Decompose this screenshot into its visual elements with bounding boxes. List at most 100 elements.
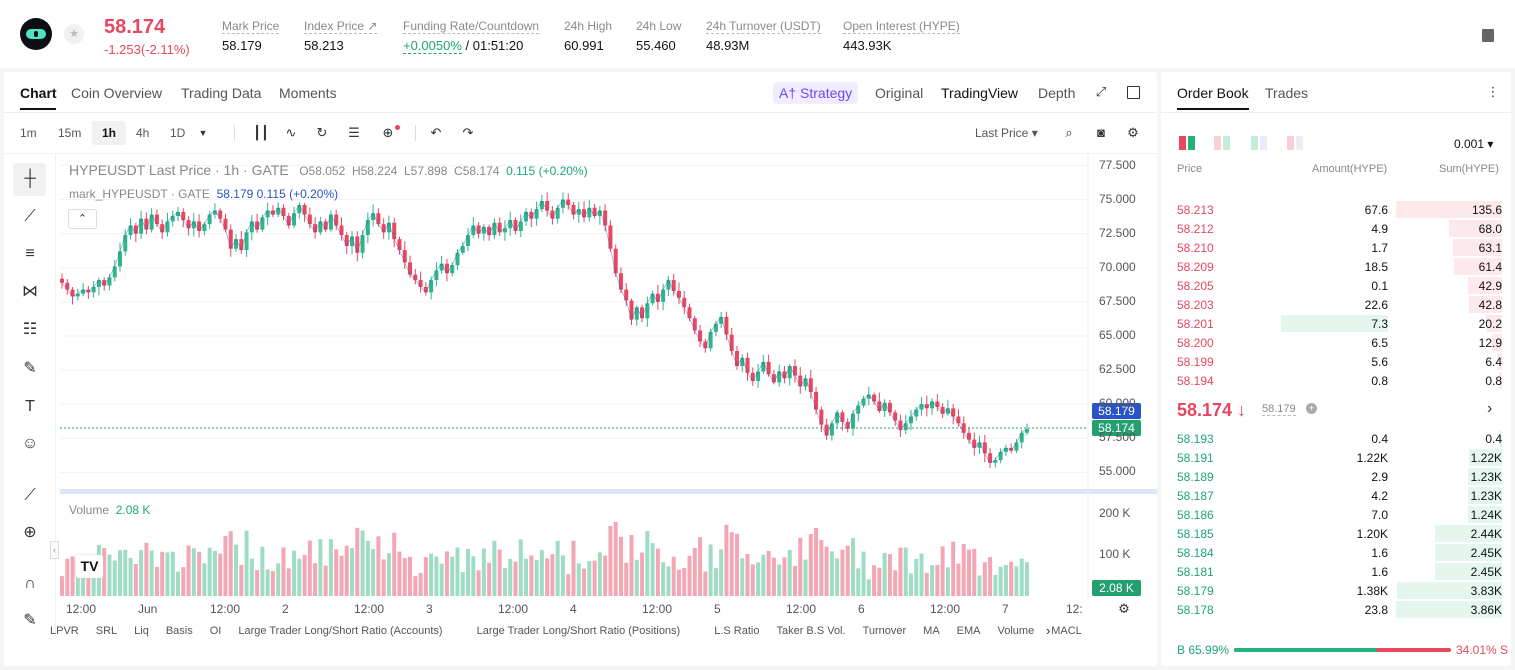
order-book-row[interactable]: 58.201 7.3 20.2 <box>1177 314 1502 333</box>
order-book-row[interactable]: 58.203 22.6 42.8 <box>1177 295 1502 314</box>
emoji-icon[interactable]: ☺ <box>21 435 39 452</box>
more-menu-icon[interactable]: ⋮ <box>1486 84 1500 99</box>
order-book-row[interactable]: 58.210 1.7 63.1 <box>1177 238 1502 257</box>
book-icon[interactable] <box>1482 29 1494 42</box>
order-book-row[interactable]: 58.209 18.5 61.4 <box>1177 257 1502 276</box>
volume-axis-200k: 200 K <box>1099 506 1131 520</box>
magnet-icon[interactable]: ∩ <box>24 575 36 592</box>
price-type-select[interactable]: Last Price ▾ <box>975 126 1038 140</box>
indicator-item[interactable]: Large Trader Long/Short Ratio (Positions… <box>476 625 681 637</box>
tab-trading-data[interactable]: Trading Data <box>181 85 262 101</box>
expand-icon[interactable]: ⤢ <box>1095 84 1107 99</box>
search-icon[interactable]: ⌕ <box>1065 125 1073 140</box>
tab-order-book[interactable]: Order Book <box>1177 85 1249 101</box>
indicator-item[interactable]: EMA <box>956 625 981 637</box>
legend-collapse-button[interactable]: ⌃ <box>68 209 97 229</box>
indicator-item[interactable]: MA <box>923 625 940 637</box>
tab-coin-overview[interactable]: Coin Overview <box>71 85 163 101</box>
scroll-right-icon[interactable]: › <box>1046 623 1051 638</box>
indicator-item[interactable]: L.S Ratio <box>714 625 760 637</box>
fullscreen-icon[interactable] <box>1127 86 1140 99</box>
crosshair-icon[interactable]: ┼ <box>24 170 36 187</box>
horizontal-lines-icon[interactable]: ≡ <box>25 245 35 262</box>
order-book-row[interactable]: 58.189 2.9 1.23K <box>1177 467 1502 486</box>
order-book-row[interactable]: 58.178 23.8 3.86K <box>1177 600 1502 619</box>
tab-trades[interactable]: Trades <box>1265 85 1309 101</box>
order-book-row[interactable]: 58.199 5.6 6.4 <box>1177 352 1502 371</box>
indicators-icon[interactable]: ∿ <box>285 125 297 140</box>
camera-icon[interactable]: ◙ <box>1097 125 1105 140</box>
settings-gear-icon[interactable]: ⚙ <box>1127 125 1139 140</box>
template-icon[interactable]: ☰ <box>348 125 360 140</box>
book-mixed-icon[interactable] <box>1214 136 1230 150</box>
funding-rate[interactable]: +0.0050% <box>403 38 462 54</box>
order-book-row[interactable]: 58.205 0.1 42.9 <box>1177 276 1502 295</box>
index-price-label[interactable]: Index Price ↗ <box>304 19 378 34</box>
redo-icon[interactable]: ↷ <box>462 125 474 140</box>
chart-settings-icon[interactable]: ⚙ <box>1118 601 1130 616</box>
timeframe-1d[interactable]: 1D <box>170 126 186 140</box>
text-icon[interactable]: T <box>25 398 35 415</box>
order-book-row[interactable]: 58.181 1.6 2.45K <box>1177 562 1502 581</box>
collapse-toolbar-icon[interactable]: ‹ <box>50 541 59 559</box>
order-book-row[interactable]: 58.184 1.6 2.45K <box>1177 543 1502 562</box>
order-book-row[interactable]: 58.191 1.22K 1.22K <box>1177 448 1502 467</box>
order-book-row[interactable]: 58.193 0.4 0.4 <box>1177 429 1502 448</box>
timeframe-dropdown-icon[interactable]: ▼ <box>198 128 208 138</box>
order-book-row[interactable]: 58.212 4.9 68.0 <box>1177 219 1502 238</box>
indicator-item[interactable]: SRL <box>95 625 118 637</box>
mark-price-label[interactable]: Mark Price <box>222 19 280 34</box>
funding-rate-label[interactable]: Funding Rate/Countdown <box>403 19 540 34</box>
indicator-item[interactable]: OI <box>209 625 222 637</box>
mark-info-icon[interactable]: + <box>1306 403 1317 414</box>
timeframe-4h[interactable]: 4h <box>136 126 150 140</box>
trendline-icon[interactable]: ⟋ <box>24 208 36 225</box>
chevron-right-icon[interactable]: › <box>1487 400 1493 417</box>
book-asks-icon[interactable] <box>1287 136 1303 150</box>
view-tradingview[interactable]: TradingView <box>941 85 1019 101</box>
indicator-item[interactable]: MACL <box>1051 625 1082 637</box>
timeframe-1h[interactable]: 1h <box>102 126 117 140</box>
indicator-item[interactable]: Liq <box>134 625 149 637</box>
timeframe-1m[interactable]: 1m <box>20 126 37 140</box>
timeframe-15m[interactable]: 15m <box>58 126 82 140</box>
brush-icon[interactable]: ✎ <box>23 360 37 377</box>
ob-mid-mark-price[interactable]: 58.179 <box>1262 403 1296 416</box>
zoom-in-icon[interactable]: ⊕ <box>23 524 37 541</box>
order-book-row[interactable]: 58.179 1.38K 3.83K <box>1177 581 1502 600</box>
view-depth[interactable]: Depth <box>1038 85 1076 101</box>
tab-chart[interactable]: Chart <box>20 85 57 101</box>
open-interest-label[interactable]: Open Interest (HYPE) <box>843 19 960 34</box>
order-book-row[interactable]: 58.194 0.8 0.8 <box>1177 371 1502 390</box>
order-book-row[interactable]: 58.186 7.0 1.24K <box>1177 505 1502 524</box>
indicator-item[interactable]: Basis <box>165 625 193 637</box>
pattern-icon[interactable]: ⋈ <box>22 283 38 300</box>
lock-drawing-icon[interactable]: ✎ <box>23 612 37 629</box>
indicator-item[interactable]: Taker B.S Vol. <box>776 625 846 637</box>
tradingview-logo-icon[interactable]: TV <box>76 555 103 578</box>
indicator-item[interactable]: LPVR <box>50 625 79 637</box>
order-book-row[interactable]: 58.187 4.2 1.23K <box>1177 486 1502 505</box>
candle-body <box>386 222 391 233</box>
order-book-row[interactable]: 58.200 6.5 12.9 <box>1177 333 1502 352</box>
candle-type-icon[interactable]: ┃┃ <box>253 125 269 140</box>
indicator-item[interactable]: Large Trader Long/Short Ratio (Accounts) <box>238 625 443 637</box>
replay-icon[interactable]: ↻ <box>316 125 328 140</box>
indicator-item[interactable]: Volume <box>997 625 1035 637</box>
order-book-row[interactable]: 58.213 67.6 135.6 <box>1177 200 1502 219</box>
favorite-star-icon[interactable]: ★ <box>64 24 84 44</box>
strategy-button[interactable]: A† Strategy <box>773 82 859 104</box>
view-original[interactable]: Original <box>875 85 924 101</box>
add-alert-icon[interactable]: ⊕ <box>382 125 394 140</box>
turnover-label[interactable]: 24h Turnover (USDT) <box>706 19 821 34</box>
indicator-item[interactable]: Turnover <box>862 625 907 637</box>
undo-icon[interactable]: ↶ <box>430 125 442 140</box>
precision-select[interactable]: 0.001 ▾ <box>1454 137 1494 151</box>
tab-moments[interactable]: Moments <box>279 85 337 101</box>
book-bids-icon[interactable] <box>1251 136 1267 150</box>
fib-icon[interactable]: ☷ <box>22 321 38 338</box>
book-both-icon[interactable] <box>1179 136 1195 150</box>
order-book-row[interactable]: 58.185 1.20K 2.44K <box>1177 524 1502 543</box>
ruler-icon[interactable]: ⟋ <box>24 487 36 504</box>
